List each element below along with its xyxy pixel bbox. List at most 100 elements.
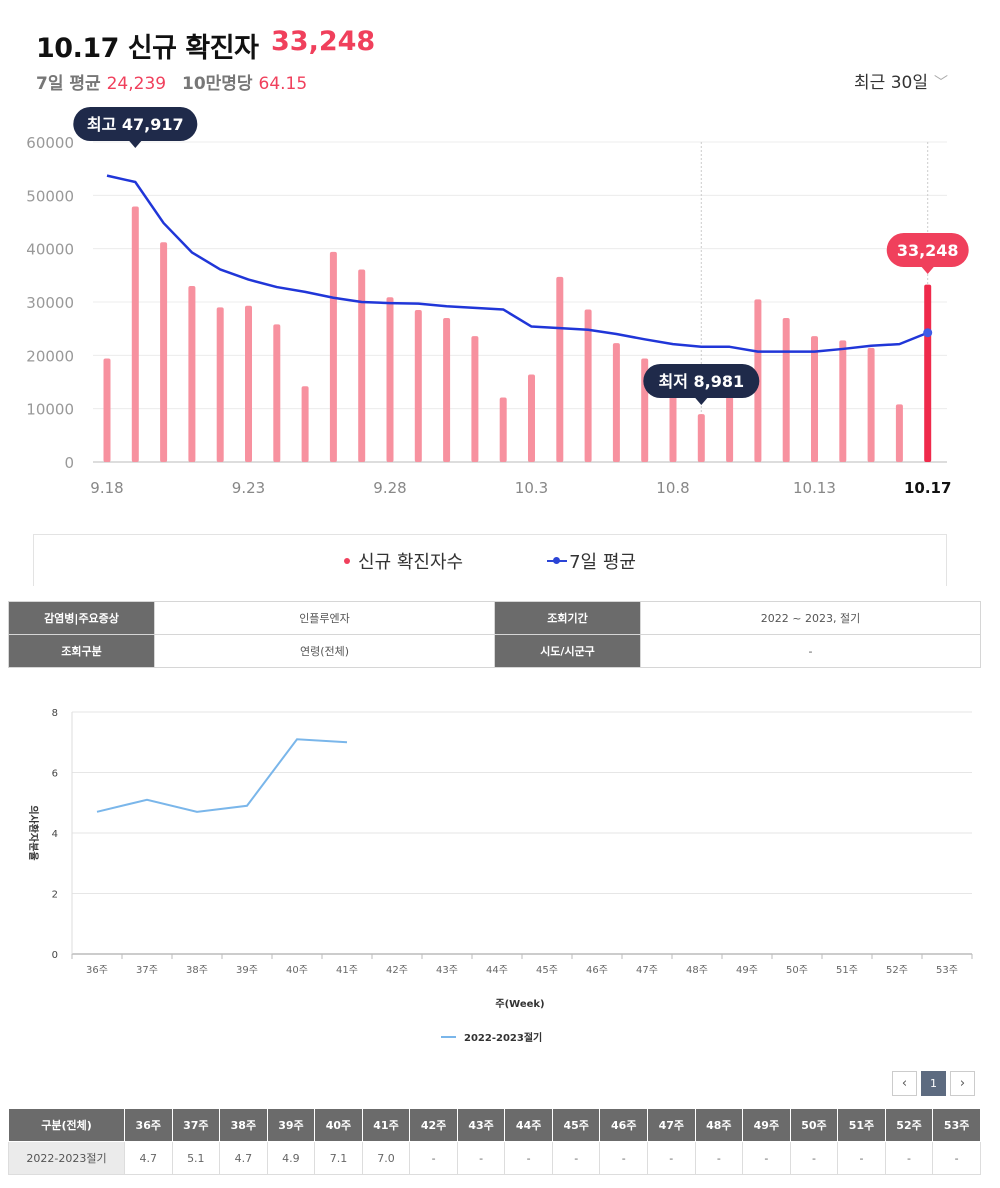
- x-tick-label: 49주: [736, 965, 758, 976]
- bar: [414, 310, 422, 462]
- period-dropdown[interactable]: 최근 30일 ﹀: [854, 68, 948, 93]
- x-tick-label: 47주: [636, 965, 658, 976]
- bar: [273, 324, 281, 462]
- category-label: 조회구분: [8, 634, 155, 668]
- table-header-cell: 41주: [361, 1108, 411, 1142]
- bar: [867, 347, 875, 462]
- legend-daily[interactable]: 신규 확진자수: [344, 548, 463, 574]
- table-header-cell: 48주: [694, 1108, 744, 1142]
- legend-line-icon: [547, 556, 568, 564]
- x-tick-label: 10.13: [793, 479, 836, 497]
- y-tick-label: 0: [52, 950, 58, 961]
- bar: [726, 386, 734, 462]
- latest-callout-pointer: [921, 267, 934, 274]
- table-cell: -: [884, 1141, 934, 1175]
- x-tick-label: 10.8: [656, 479, 689, 497]
- max-callout-pointer: [129, 141, 142, 148]
- y-tick-label: 6: [52, 769, 58, 780]
- x-tick-label: 39주: [236, 965, 258, 976]
- x-axis-title: 주(Week): [495, 998, 544, 1010]
- table-header-cell: 43주: [456, 1108, 506, 1142]
- x-tick-label: 43주: [436, 965, 458, 976]
- weekly-data-table: 구분(전체) 36주 37주 38주 39주 40주 41주 42주 43주 44주 45주 46주…: [8, 1108, 981, 1175]
- bar: [216, 307, 224, 462]
- x-tick-label: 41주: [336, 965, 358, 976]
- min-callout-pointer: [695, 398, 708, 405]
- disease-label: 감염병|주요증상: [8, 601, 155, 635]
- pagination: ‹ 1 ›: [892, 1071, 975, 1096]
- table-cell: -: [456, 1141, 506, 1175]
- chevron-down-icon: ﹀: [934, 75, 948, 91]
- latest-callout-bg: [886, 233, 969, 267]
- prev-page-button[interactable]: ‹: [892, 1071, 917, 1096]
- table-cell: 7.1: [314, 1141, 363, 1175]
- query-info-table: 감염병|주요증상 인플루엔자 조회기간 2022 ~ 2023, 절기 조회구분…: [8, 601, 981, 668]
- bar: [499, 397, 507, 462]
- x-tick-label: 42주: [386, 965, 408, 976]
- x-tick-label: 53주: [936, 965, 958, 976]
- bar: [528, 374, 535, 462]
- y-tick-label: 8: [52, 708, 58, 719]
- bar: [443, 318, 451, 462]
- y-tick-label: 4: [52, 829, 58, 840]
- avg-point: [923, 328, 933, 338]
- bar: [811, 336, 818, 462]
- bar: [895, 404, 903, 462]
- series-line: [96, 738, 348, 813]
- table-header-row: 구분(전체) 36주 37주 38주 39주 40주 41주 42주 43주 44주 45주 46주…: [8, 1108, 981, 1142]
- bar: [556, 276, 564, 462]
- min-callout-bg: [643, 364, 760, 398]
- bar: [612, 343, 620, 462]
- flu-weekly-chart: 0 2 4 6 8 36주 37주 38주 39주 40주 41주 42주 43주 44주 45주 46주 47…: [27, 708, 973, 1044]
- table-header-cell: 45주: [551, 1108, 601, 1142]
- bar: [103, 358, 111, 462]
- bar: [188, 286, 196, 462]
- y-tick-label: 0: [64, 454, 74, 472]
- bar: [471, 336, 479, 462]
- new-cases-value: 33,248: [271, 26, 376, 57]
- x-tick-label: 48주: [686, 965, 708, 976]
- page-title: 10.17 신규 확진자: [36, 33, 259, 64]
- table-row: 2022-2023절기 4.7 5.1 4.7 4.9 7.1 7.0- - - - - - - - - -…: [8, 1141, 981, 1175]
- y-tick-label: 60000: [26, 134, 74, 152]
- x-tick-label: 45주: [536, 965, 558, 976]
- table-header-cell: 구분(전체): [8, 1108, 125, 1142]
- avg-value: 24,239: [106, 74, 167, 94]
- table-header-cell: 50주: [789, 1108, 839, 1142]
- period-value-cell: 2022 ~ 2023, 절기: [640, 601, 981, 635]
- table-header-cell: 36주: [124, 1108, 173, 1142]
- period-label-cell: 조회기간: [494, 601, 641, 635]
- x-tick-label: 36주: [86, 965, 108, 976]
- table-cell: -: [932, 1141, 981, 1175]
- next-page-button[interactable]: ›: [950, 1071, 975, 1096]
- period-label: 최근 30일: [854, 73, 928, 93]
- legend-dot-icon: [344, 557, 351, 564]
- table-row-label: 2022-2023절기: [8, 1141, 125, 1175]
- bar: [329, 251, 337, 462]
- y-tick-label: 20000: [26, 347, 74, 365]
- x-tick-label: 52주: [886, 965, 908, 976]
- region-value: -: [640, 634, 981, 668]
- per100k-value: 64.15: [258, 74, 308, 94]
- table-cell: -: [647, 1141, 696, 1175]
- latest-callout-label: 33,248: [897, 241, 959, 260]
- bar: [669, 387, 677, 462]
- table-cell: -: [599, 1141, 649, 1175]
- max-callout-bg: [73, 107, 198, 141]
- table-header-cell: 44주: [504, 1108, 553, 1142]
- y-tick-label: 10000: [26, 401, 74, 419]
- table-header-cell: 40주: [314, 1108, 363, 1142]
- table-cell: -: [837, 1141, 886, 1175]
- legend-avg[interactable]: 7일 평균: [547, 548, 636, 574]
- table-header-cell: 53주: [932, 1108, 981, 1142]
- bar: [782, 318, 790, 462]
- bar: [131, 206, 139, 462]
- table-header-cell: 52주: [884, 1108, 934, 1142]
- summary-line: 7일 평균 24,239 10만명당 64.15: [36, 69, 317, 94]
- bar: [358, 269, 366, 462]
- current-page-button[interactable]: 1: [921, 1071, 946, 1096]
- category-value: 연령(전체): [154, 634, 495, 668]
- bar: [584, 309, 592, 462]
- table-cell: 4.7: [219, 1141, 268, 1175]
- disease-value: 인플루엔자: [154, 601, 495, 635]
